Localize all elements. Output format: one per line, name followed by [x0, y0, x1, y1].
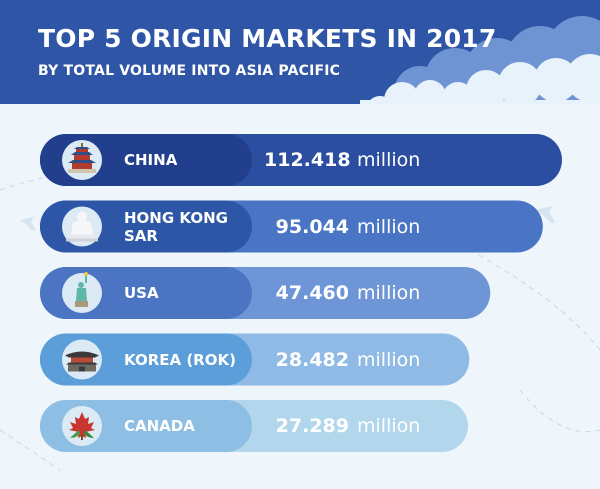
bar-value-label: 28.482 million	[264, 348, 421, 372]
bar-value-label: 27.289 million	[264, 414, 421, 438]
value-unit: million	[357, 282, 421, 304]
value-number: 95.044	[275, 215, 349, 238]
value-number: 27.289	[275, 415, 349, 437]
temple-of-heaven-icon	[62, 140, 102, 180]
bar-value-label: 95.044 million	[264, 215, 421, 239]
chart-subtitle: BY TOTAL VOLUME INTO ASIA PACIFIC	[38, 63, 341, 79]
bar-value-label: 47.460 million	[264, 281, 421, 305]
value-number: 47.460	[275, 282, 349, 304]
korean-palace-icon	[62, 339, 102, 380]
bar-value-label: 112.418 million	[264, 148, 420, 172]
bar-category-label: HONG KONG SAR	[124, 208, 228, 245]
bar-category-label: USA	[124, 284, 159, 302]
value-unit: million	[357, 415, 421, 437]
clouds-decoration	[360, 16, 600, 104]
header: TOP 5 ORIGIN MARKETS IN 2017 BY TOTAL VO…	[0, 0, 600, 104]
value-number: 28.482	[275, 348, 349, 371]
buddha-statue-icon	[62, 206, 102, 247]
chart-title: TOP 5 ORIGIN MARKETS IN 2017	[38, 24, 497, 53]
value-unit: million	[357, 215, 421, 238]
value-unit: million	[357, 149, 421, 171]
statue-of-liberty-icon	[62, 272, 102, 313]
bar-category-label: CHINA	[124, 151, 178, 169]
value-unit: million	[357, 348, 421, 371]
bar-category-label: KOREA (ROK)	[124, 350, 236, 369]
maple-leaf-icon	[62, 406, 102, 446]
bar-category-label: CANADA	[124, 417, 195, 435]
value-number: 112.418	[264, 149, 351, 171]
